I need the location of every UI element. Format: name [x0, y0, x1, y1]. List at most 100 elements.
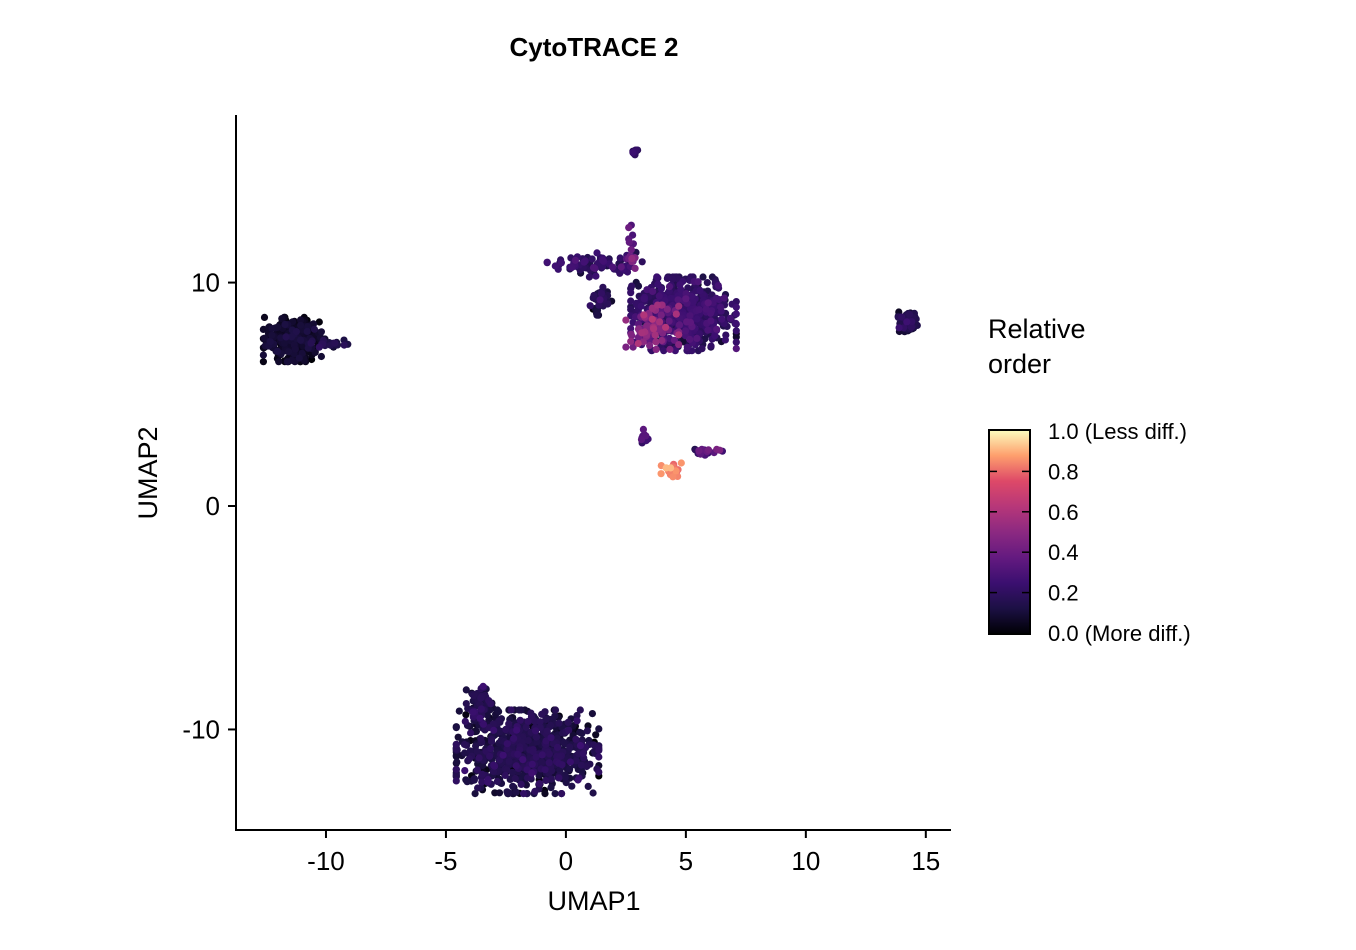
- point-left: [259, 358, 267, 366]
- point-bottom: [473, 766, 481, 774]
- point-main: [660, 347, 668, 355]
- point-main-red: [665, 317, 673, 325]
- point-bottom: [512, 788, 520, 796]
- point-main: [689, 298, 697, 306]
- point-left: [273, 347, 282, 355]
- y-tick-label: 10: [191, 268, 220, 298]
- point-main: [627, 325, 635, 333]
- point-left: [297, 316, 305, 324]
- point-bottom: [535, 771, 543, 780]
- y-axis-label: UMAP2: [133, 426, 163, 519]
- point-main-red: [651, 331, 659, 339]
- point-main: [713, 325, 721, 333]
- point-orange: [672, 467, 680, 475]
- point-bottom: [460, 740, 469, 749]
- x-tick-label: -10: [307, 846, 345, 876]
- y-tick-label: -10: [182, 714, 220, 744]
- point-main-side: [596, 296, 604, 304]
- point-right: [895, 324, 903, 332]
- point-bottom: [495, 717, 503, 725]
- point-main-arm: [580, 258, 588, 266]
- point-bottom: [509, 782, 517, 790]
- point-main: [640, 295, 648, 303]
- point-bottom: [555, 719, 563, 727]
- point-bottom: [529, 748, 537, 756]
- point-bottom-arc: [479, 682, 487, 691]
- point-main: [707, 317, 715, 325]
- point-main: [683, 318, 691, 326]
- point-bottom: [558, 790, 566, 798]
- point-main: [714, 282, 722, 290]
- point-main: [693, 334, 701, 342]
- point-main: [718, 315, 726, 323]
- point-bottom: [545, 750, 554, 758]
- point-main-arm: [592, 272, 600, 280]
- point-bottom: [576, 742, 585, 750]
- point-left: [317, 352, 325, 361]
- point-main-arm: [617, 263, 625, 271]
- point-left: [260, 334, 269, 342]
- point-left: [274, 323, 282, 331]
- point-main: [732, 345, 740, 353]
- point-bottom: [453, 758, 461, 766]
- point-main-red: [648, 315, 656, 323]
- point-bottom: [478, 770, 486, 778]
- point-main-red: [675, 302, 683, 310]
- point-main-side: [593, 311, 601, 319]
- point-bottom: [574, 776, 582, 784]
- point-main-red: [666, 345, 674, 353]
- point-bottom: [470, 775, 478, 783]
- point-left: [282, 333, 290, 341]
- point-bottom: [467, 729, 475, 737]
- point-left: [268, 331, 276, 339]
- point-main-arm: [557, 259, 566, 267]
- point-left: [295, 354, 303, 362]
- point-main: [720, 294, 728, 302]
- point-bottom: [505, 757, 513, 765]
- point-bottom: [513, 726, 521, 734]
- point-main: [632, 313, 640, 321]
- point-main: [634, 282, 643, 290]
- point-left: [275, 358, 283, 366]
- point-bottom: [589, 789, 597, 797]
- point-bottom: [502, 726, 510, 734]
- point-main: [663, 274, 672, 282]
- point-main-red: [640, 311, 648, 319]
- point-bottom: [495, 708, 503, 716]
- point-main-arm: [589, 264, 598, 272]
- point-bottom: [537, 758, 546, 766]
- point-main: [628, 282, 636, 290]
- point-bottom-arc: [477, 705, 485, 713]
- point-bottom: [532, 727, 540, 735]
- point-main: [627, 289, 635, 297]
- point-main: [649, 287, 657, 295]
- point-bottom-arc: [476, 714, 484, 722]
- point-bottom: [452, 771, 460, 780]
- point-main: [682, 295, 690, 303]
- point-bottom: [547, 734, 555, 742]
- point-orange: [667, 464, 675, 472]
- point-right: [907, 323, 915, 331]
- point-main: [675, 321, 684, 329]
- point-bottom: [536, 718, 544, 726]
- point-bottom: [503, 745, 511, 753]
- point-bottom: [547, 721, 555, 729]
- points-layer: [259, 146, 921, 798]
- point-bottom: [588, 710, 597, 718]
- point-bottom: [471, 790, 479, 798]
- point-main-red: [672, 310, 680, 318]
- point-bottom: [512, 762, 520, 770]
- point-left-tail: [307, 339, 315, 347]
- point-bottom: [495, 789, 504, 797]
- point-bottom: [551, 706, 560, 714]
- point-main-arm: [599, 256, 607, 264]
- point-main-red: [663, 305, 671, 313]
- point-main-red: [675, 331, 683, 339]
- point-left: [291, 345, 299, 353]
- colorbar-tick-label: 0.2: [1048, 581, 1079, 606]
- point-bottom: [572, 757, 580, 765]
- colorbar-tick-label: 0.4: [1048, 540, 1079, 565]
- point-main: [671, 347, 679, 355]
- x-tick-label: 15: [911, 846, 940, 876]
